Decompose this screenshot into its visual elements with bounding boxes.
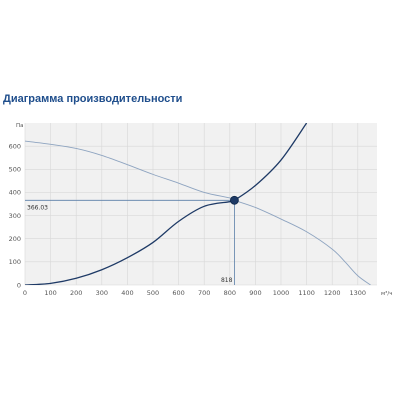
operating-point-y-label: 366.03 bbox=[27, 204, 48, 211]
y-tick-label: 100 bbox=[9, 258, 21, 266]
plot-area bbox=[25, 123, 377, 285]
x-tick-label: 400 bbox=[121, 289, 133, 297]
system-curve-line bbox=[25, 123, 308, 285]
y-tick-label: 500 bbox=[9, 166, 21, 174]
x-tick-label: 900 bbox=[249, 289, 261, 297]
x-axis-label: м³/ч bbox=[381, 290, 392, 297]
x-tick-label: 1200 bbox=[324, 289, 341, 297]
y-tick-labels: 0 100 200 300 400 500 600 bbox=[9, 142, 21, 289]
x-tick-labels: 0 100 200 300 400 500 600 700 800 900 1000 1100 1200… bbox=[23, 289, 366, 297]
y-tick-label: 600 bbox=[9, 142, 21, 150]
y-tick-label: 300 bbox=[9, 212, 21, 220]
series-group bbox=[25, 123, 371, 285]
x-tick-label: 800 bbox=[224, 289, 236, 297]
fan-curve-line bbox=[25, 140, 371, 285]
operating-point-marker bbox=[230, 195, 239, 205]
x-tick-label: 0 bbox=[23, 289, 27, 297]
x-tick-label: 600 bbox=[172, 289, 184, 297]
operating-point-x-label: 818 bbox=[221, 277, 233, 284]
y-tick-label: 0 bbox=[17, 281, 21, 289]
x-tick-label: 1100 bbox=[298, 289, 315, 297]
operating-point-group: 366.03 818 bbox=[25, 195, 239, 285]
chart-title: Диаграмма производительности bbox=[3, 93, 183, 105]
x-tick-label: 300 bbox=[96, 289, 108, 297]
x-tick-label: 1000 bbox=[273, 289, 290, 297]
x-tick-label: 200 bbox=[70, 289, 82, 297]
x-tick-label: 500 bbox=[147, 289, 159, 297]
y-axis-label: Па bbox=[16, 123, 24, 129]
y-tick-label: 200 bbox=[9, 235, 21, 243]
grid bbox=[24, 123, 377, 286]
x-tick-label: 100 bbox=[44, 289, 56, 297]
x-tick-label: 1300 bbox=[350, 289, 367, 297]
y-tick-label: 400 bbox=[9, 189, 21, 197]
x-tick-label: 700 bbox=[198, 289, 210, 297]
